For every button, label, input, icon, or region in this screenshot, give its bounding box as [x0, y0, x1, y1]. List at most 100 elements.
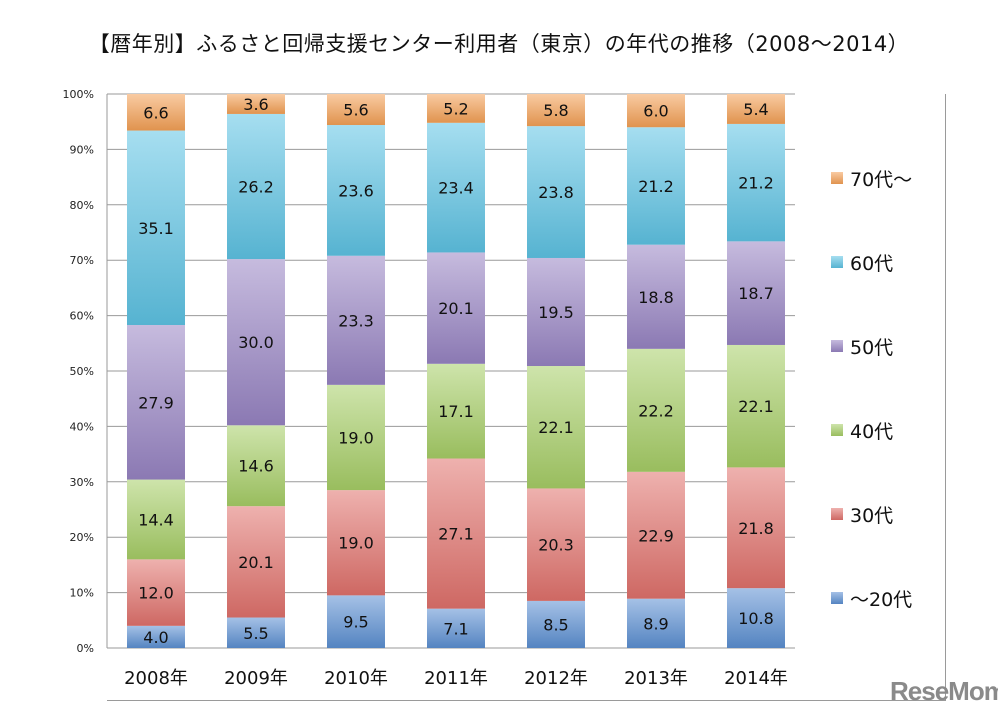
data-label: 18.8	[638, 288, 674, 307]
x-tick-label: 2010年	[324, 668, 388, 689]
data-label: 22.1	[738, 397, 774, 416]
x-tick-label: 2013年	[624, 668, 688, 689]
bar-segment	[227, 94, 285, 114]
chart-title: 【暦年別】ふるさと回帰支援センター利用者（東京）の年代の推移（2008〜2014…	[88, 32, 910, 56]
bar-segment	[627, 348, 685, 472]
data-label: 19.0	[338, 428, 374, 447]
bar-segment	[627, 244, 685, 349]
data-label: 12.0	[138, 584, 174, 603]
bar-segment	[327, 490, 385, 596]
bar-segment	[127, 559, 185, 626]
data-label: 20.3	[538, 536, 574, 555]
bar-segment	[227, 506, 285, 618]
legend-label: 50代	[850, 337, 893, 359]
bar-segment	[727, 123, 785, 242]
y-tick-label: 80%	[70, 199, 94, 212]
bar-segment	[127, 625, 185, 648]
x-tick-label: 2012年	[524, 668, 588, 689]
x-tick-label: 2011年	[424, 668, 488, 689]
legend-swatch	[831, 424, 843, 436]
bar-segment	[127, 130, 185, 326]
data-label: 21.2	[638, 177, 674, 196]
bar-segment	[427, 94, 485, 123]
bar-segment	[627, 94, 685, 128]
data-label: 18.7	[738, 284, 774, 303]
bar-segment	[427, 252, 485, 364]
data-label: 23.8	[538, 183, 574, 202]
bar-segment	[327, 94, 385, 126]
y-tick-label: 60%	[70, 310, 94, 323]
data-label: 8.9	[643, 614, 668, 633]
data-label: 20.1	[438, 299, 474, 318]
bar-segment	[127, 94, 185, 131]
legend-label: 〜20代	[850, 589, 912, 611]
data-label: 19.5	[538, 303, 574, 322]
bar-segment	[727, 241, 785, 345]
data-label: 7.1	[443, 619, 468, 638]
bar-segment	[527, 600, 585, 648]
bar-segment	[427, 122, 485, 253]
y-tick-label: 70%	[70, 254, 94, 267]
y-tick-label: 40%	[70, 420, 94, 433]
bar-segment	[727, 94, 785, 124]
data-label: 22.1	[538, 418, 574, 437]
data-label: 4.0	[143, 628, 168, 647]
data-label: 5.4	[743, 100, 768, 119]
bar-segment	[727, 467, 785, 589]
bar-segment	[627, 471, 685, 599]
data-label: 6.0	[643, 102, 668, 121]
y-tick-label: 50%	[70, 365, 94, 378]
bar-segment	[327, 595, 385, 648]
bar-segment	[427, 608, 485, 648]
data-label: 5.5	[243, 624, 268, 643]
data-label: 5.8	[543, 101, 568, 120]
legend-swatch	[831, 340, 843, 352]
chart-frame	[107, 94, 946, 701]
data-label: 30.0	[238, 333, 274, 352]
data-label: 5.6	[343, 101, 368, 120]
data-label: 22.9	[638, 526, 674, 545]
data-label: 3.6	[243, 95, 268, 114]
bar-segment	[127, 325, 185, 480]
legend-label: 70代〜	[850, 169, 912, 191]
bar-segment	[527, 257, 585, 367]
x-tick-label: 2009年	[224, 668, 288, 689]
legend-label: 30代	[850, 505, 893, 527]
bar-segment	[327, 255, 385, 385]
x-tick-label: 2014年	[724, 668, 788, 689]
data-label: 26.2	[238, 178, 274, 197]
bar-segment	[127, 479, 185, 560]
data-label: 23.4	[438, 179, 474, 198]
data-label: 27.1	[438, 525, 474, 544]
bar-segment	[327, 125, 385, 256]
data-label: 14.6	[238, 457, 274, 476]
data-label: 23.3	[338, 311, 374, 330]
bar-segment	[227, 259, 285, 426]
y-tick-label: 10%	[70, 587, 94, 600]
data-label: 14.4	[138, 510, 174, 529]
data-label: 27.9	[138, 393, 174, 412]
data-label: 10.8	[738, 609, 774, 628]
legend-label: 40代	[850, 421, 893, 443]
data-label: 6.6	[143, 103, 168, 122]
bar-segment	[427, 458, 485, 609]
data-label: 19.0	[338, 534, 374, 553]
data-label: 17.1	[438, 402, 474, 421]
y-tick-label: 30%	[70, 476, 94, 489]
legend-swatch	[831, 172, 843, 184]
data-label: 22.2	[638, 401, 674, 420]
data-label: 35.1	[138, 219, 174, 238]
bar-segment	[727, 588, 785, 648]
legend-swatch	[831, 592, 843, 604]
data-label: 8.5	[543, 615, 568, 634]
y-tick-label: 90%	[70, 143, 94, 156]
data-label: 5.2	[443, 99, 468, 118]
legend-swatch	[831, 256, 843, 268]
bar-segment	[527, 488, 585, 601]
data-label: 9.5	[343, 613, 368, 632]
bar-segment	[227, 425, 285, 507]
y-tick-label: 20%	[70, 531, 94, 544]
bar-segment	[727, 344, 785, 468]
bar-segment	[327, 384, 385, 491]
